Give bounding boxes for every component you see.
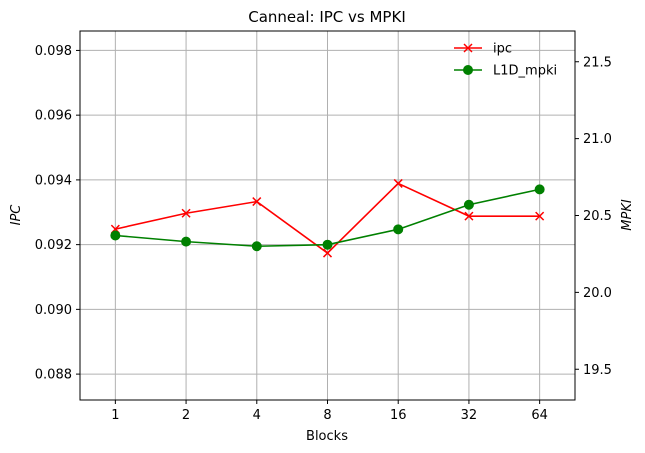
data-point-L1D_mpki [393, 224, 404, 235]
y-tick-label-left: 0.092 [35, 238, 72, 253]
x-tick-label: 4 [253, 408, 261, 423]
legend: ipc L1D_mpki [454, 42, 557, 79]
data-point-L1D_mpki [534, 184, 545, 195]
x-tick-label: 1 [111, 408, 119, 423]
x-tick-label: 64 [531, 408, 548, 423]
data-point-L1D_mpki [110, 230, 121, 241]
legend-marker [463, 43, 473, 53]
ticks: 1 2 4 8 16 32 64 0.088 0.090 0.092 0.094 0.096 0.098… [35, 44, 612, 423]
legend-item-ipc: ipc [454, 42, 512, 57]
data-point-ipc [535, 211, 545, 221]
y-axis-label-right: MPKI [620, 199, 635, 231]
legend-marker [463, 65, 473, 75]
x-tick-label: 8 [323, 408, 331, 423]
y-tick-label-right: 20.0 [583, 286, 612, 301]
data-point-ipc [252, 197, 262, 207]
x-tick-label: 2 [182, 408, 190, 423]
y-tick-label-left: 0.088 [35, 368, 72, 383]
data-point-L1D_mpki [463, 199, 474, 210]
y-axis-label-left: IPC [9, 204, 24, 226]
data-point-L1D_mpki [322, 239, 333, 250]
legend-item-L1D_mpki: L1D_mpki [454, 64, 557, 79]
data-point-ipc [464, 211, 474, 221]
series-layer [110, 178, 545, 258]
y-tick-label-left: 0.090 [35, 303, 72, 318]
y-tick-label-right: 20.5 [583, 209, 612, 224]
data-point-L1D_mpki [251, 241, 262, 252]
x-tick-label: 32 [461, 408, 478, 423]
data-point-ipc [393, 178, 403, 188]
data-point-ipc [181, 208, 191, 218]
legend-label: L1D_mpki [493, 64, 557, 79]
y-tick-label-left: 0.098 [35, 44, 72, 59]
x-axis-label: Blocks [306, 429, 348, 444]
legend-label: ipc [493, 42, 512, 57]
y-tick-label-right: 19.5 [583, 363, 612, 378]
y-tick-label-left: 0.094 [35, 173, 72, 188]
data-point-ipc [322, 248, 333, 258]
chart-title: Canneal: IPC vs MPKI [248, 8, 406, 26]
data-point-L1D_mpki [181, 236, 192, 247]
x-tick-label: 16 [390, 408, 407, 423]
y-tick-label-right: 21.0 [583, 132, 612, 147]
y-tick-label-left: 0.096 [35, 109, 72, 124]
y-tick-label-right: 21.5 [583, 55, 612, 70]
